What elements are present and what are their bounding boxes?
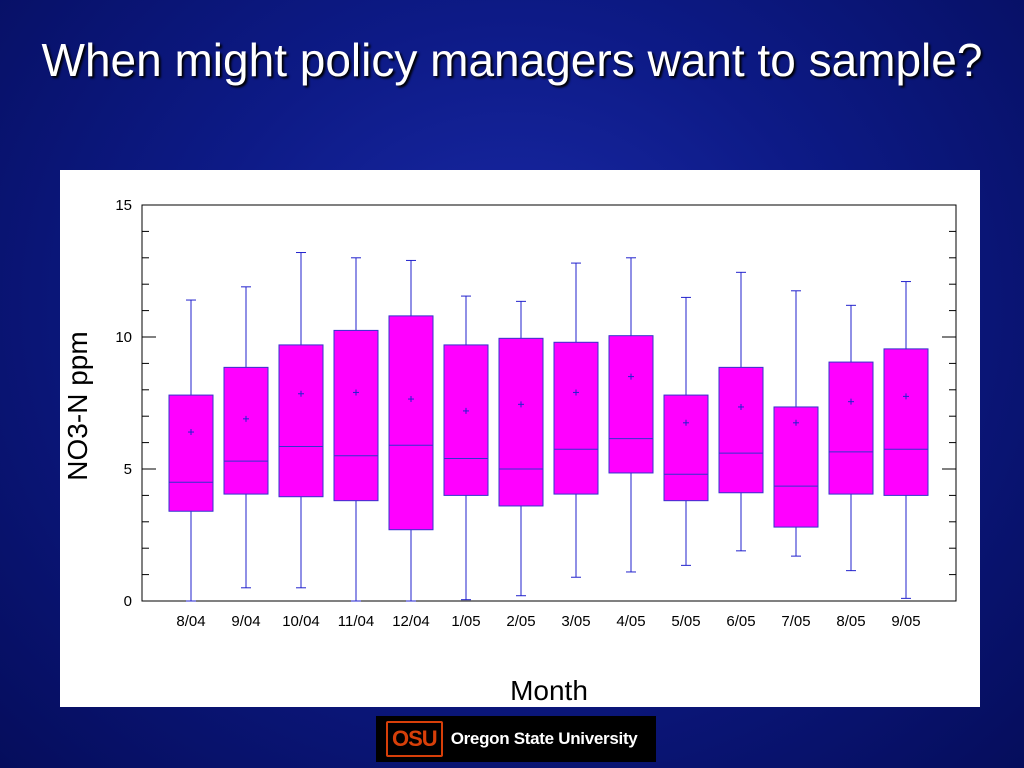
x-tick-label: 12/04: [392, 613, 430, 630]
box: [718, 366, 764, 494]
y-tick-label: 10: [115, 329, 132, 346]
x-tick-label: 8/04: [176, 613, 205, 630]
slide-title: When might policy managers want to sampl…: [41, 34, 983, 86]
chart-panel: 0 5 10 15 8/04 9/04 10/04 11/04 12/04 1/05 2/05 3/0…: [60, 170, 980, 707]
x-tick-label: 1/05: [451, 613, 480, 630]
x-tick-label: 2/05: [506, 613, 535, 630]
box: [498, 337, 544, 507]
x-tick-label: 4/05: [616, 613, 645, 630]
box: [443, 344, 489, 496]
x-tick-label: 3/05: [561, 613, 590, 630]
box: [553, 341, 599, 495]
box: [223, 366, 269, 495]
x-tick-label: 8/05: [836, 613, 865, 630]
y-tick-label: 15: [115, 197, 132, 214]
x-tick-label: 11/04: [338, 613, 374, 630]
box: [333, 329, 379, 502]
box: [663, 394, 709, 502]
box: [828, 361, 874, 495]
x-tick-label: 6/05: [726, 613, 755, 630]
x-tick-label: 10/04: [282, 613, 320, 630]
plot-frame: [141, 204, 957, 602]
osu-logo: OSU Oregon State University: [376, 716, 656, 762]
x-tick-label: 9/05: [891, 613, 920, 630]
box: [608, 335, 654, 474]
osu-logo-text: Oregon State University: [450, 729, 638, 748]
x-tick-label: 7/05: [781, 613, 810, 630]
box-plot-chart: 0 5 10 15 8/04 9/04 10/04 11/04 12/04 1/05 2/05 3/0…: [62, 197, 957, 706]
box: [168, 394, 214, 512]
box: [278, 344, 324, 498]
box: [388, 315, 434, 531]
y-tick-label: 0: [124, 593, 132, 610]
y-axis-title: NO3-N ppm: [62, 331, 93, 480]
box: [773, 406, 819, 528]
osu-logo-mark: OSU: [386, 721, 443, 757]
x-tick-label: 5/05: [671, 613, 700, 630]
x-tick-label: 9/04: [231, 613, 260, 630]
y-tick-label: 5: [124, 461, 132, 478]
box: [883, 348, 929, 496]
x-axis-title: Month: [510, 675, 588, 706]
